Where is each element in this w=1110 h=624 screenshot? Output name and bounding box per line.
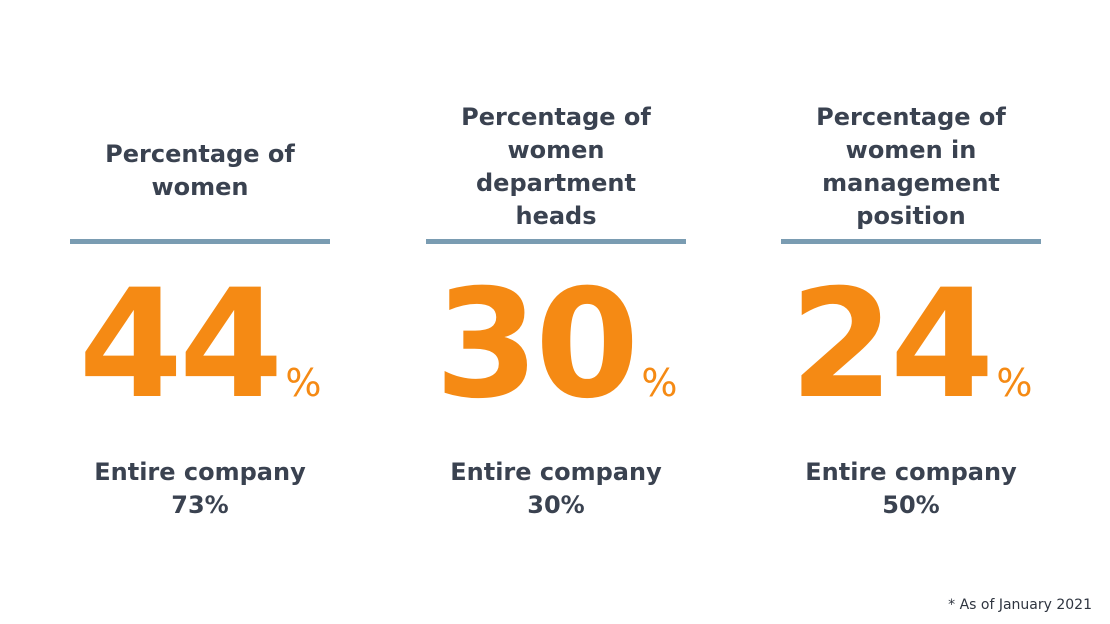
stat-heading: Percentage of women in management positi… [816, 103, 1006, 230]
stat-comparison: Entire company 30% [416, 456, 696, 522]
divider [426, 239, 686, 244]
stat-unit: % [285, 361, 322, 405]
comparison-label: Entire company [450, 458, 662, 486]
stat-value: 30 [434, 258, 640, 432]
stat-comparison: Entire company 73% [60, 456, 340, 522]
stat-heading: Percentage of women department heads [461, 103, 651, 230]
stat-heading: Percentage of women [105, 140, 295, 201]
comparison-value: 73% [171, 491, 229, 519]
comparison-label: Entire company [94, 458, 306, 486]
comparison-label: Entire company [805, 458, 1017, 486]
stat-value-block: 30% [426, 270, 686, 420]
stat-women-management: Percentage of women in management positi… [781, 0, 1041, 560]
divider [70, 239, 330, 244]
footnote: * As of January 2021 [948, 597, 1092, 613]
comparison-value: 50% [882, 491, 940, 519]
stat-women-department-heads: Percentage of women department heads 30%… [426, 0, 686, 560]
stat-value: 44 [78, 258, 284, 432]
stat-women: Percentage of women 44% Entire company 7… [70, 0, 330, 560]
divider [781, 239, 1041, 244]
stat-unit: % [996, 361, 1033, 405]
comparison-value: 30% [527, 491, 585, 519]
stat-comparison: Entire company 50% [771, 456, 1051, 522]
stat-value-block: 44% [70, 270, 330, 420]
stat-value-block: 24% [781, 270, 1041, 420]
stat-unit: % [641, 361, 678, 405]
stat-value: 24 [789, 258, 995, 432]
